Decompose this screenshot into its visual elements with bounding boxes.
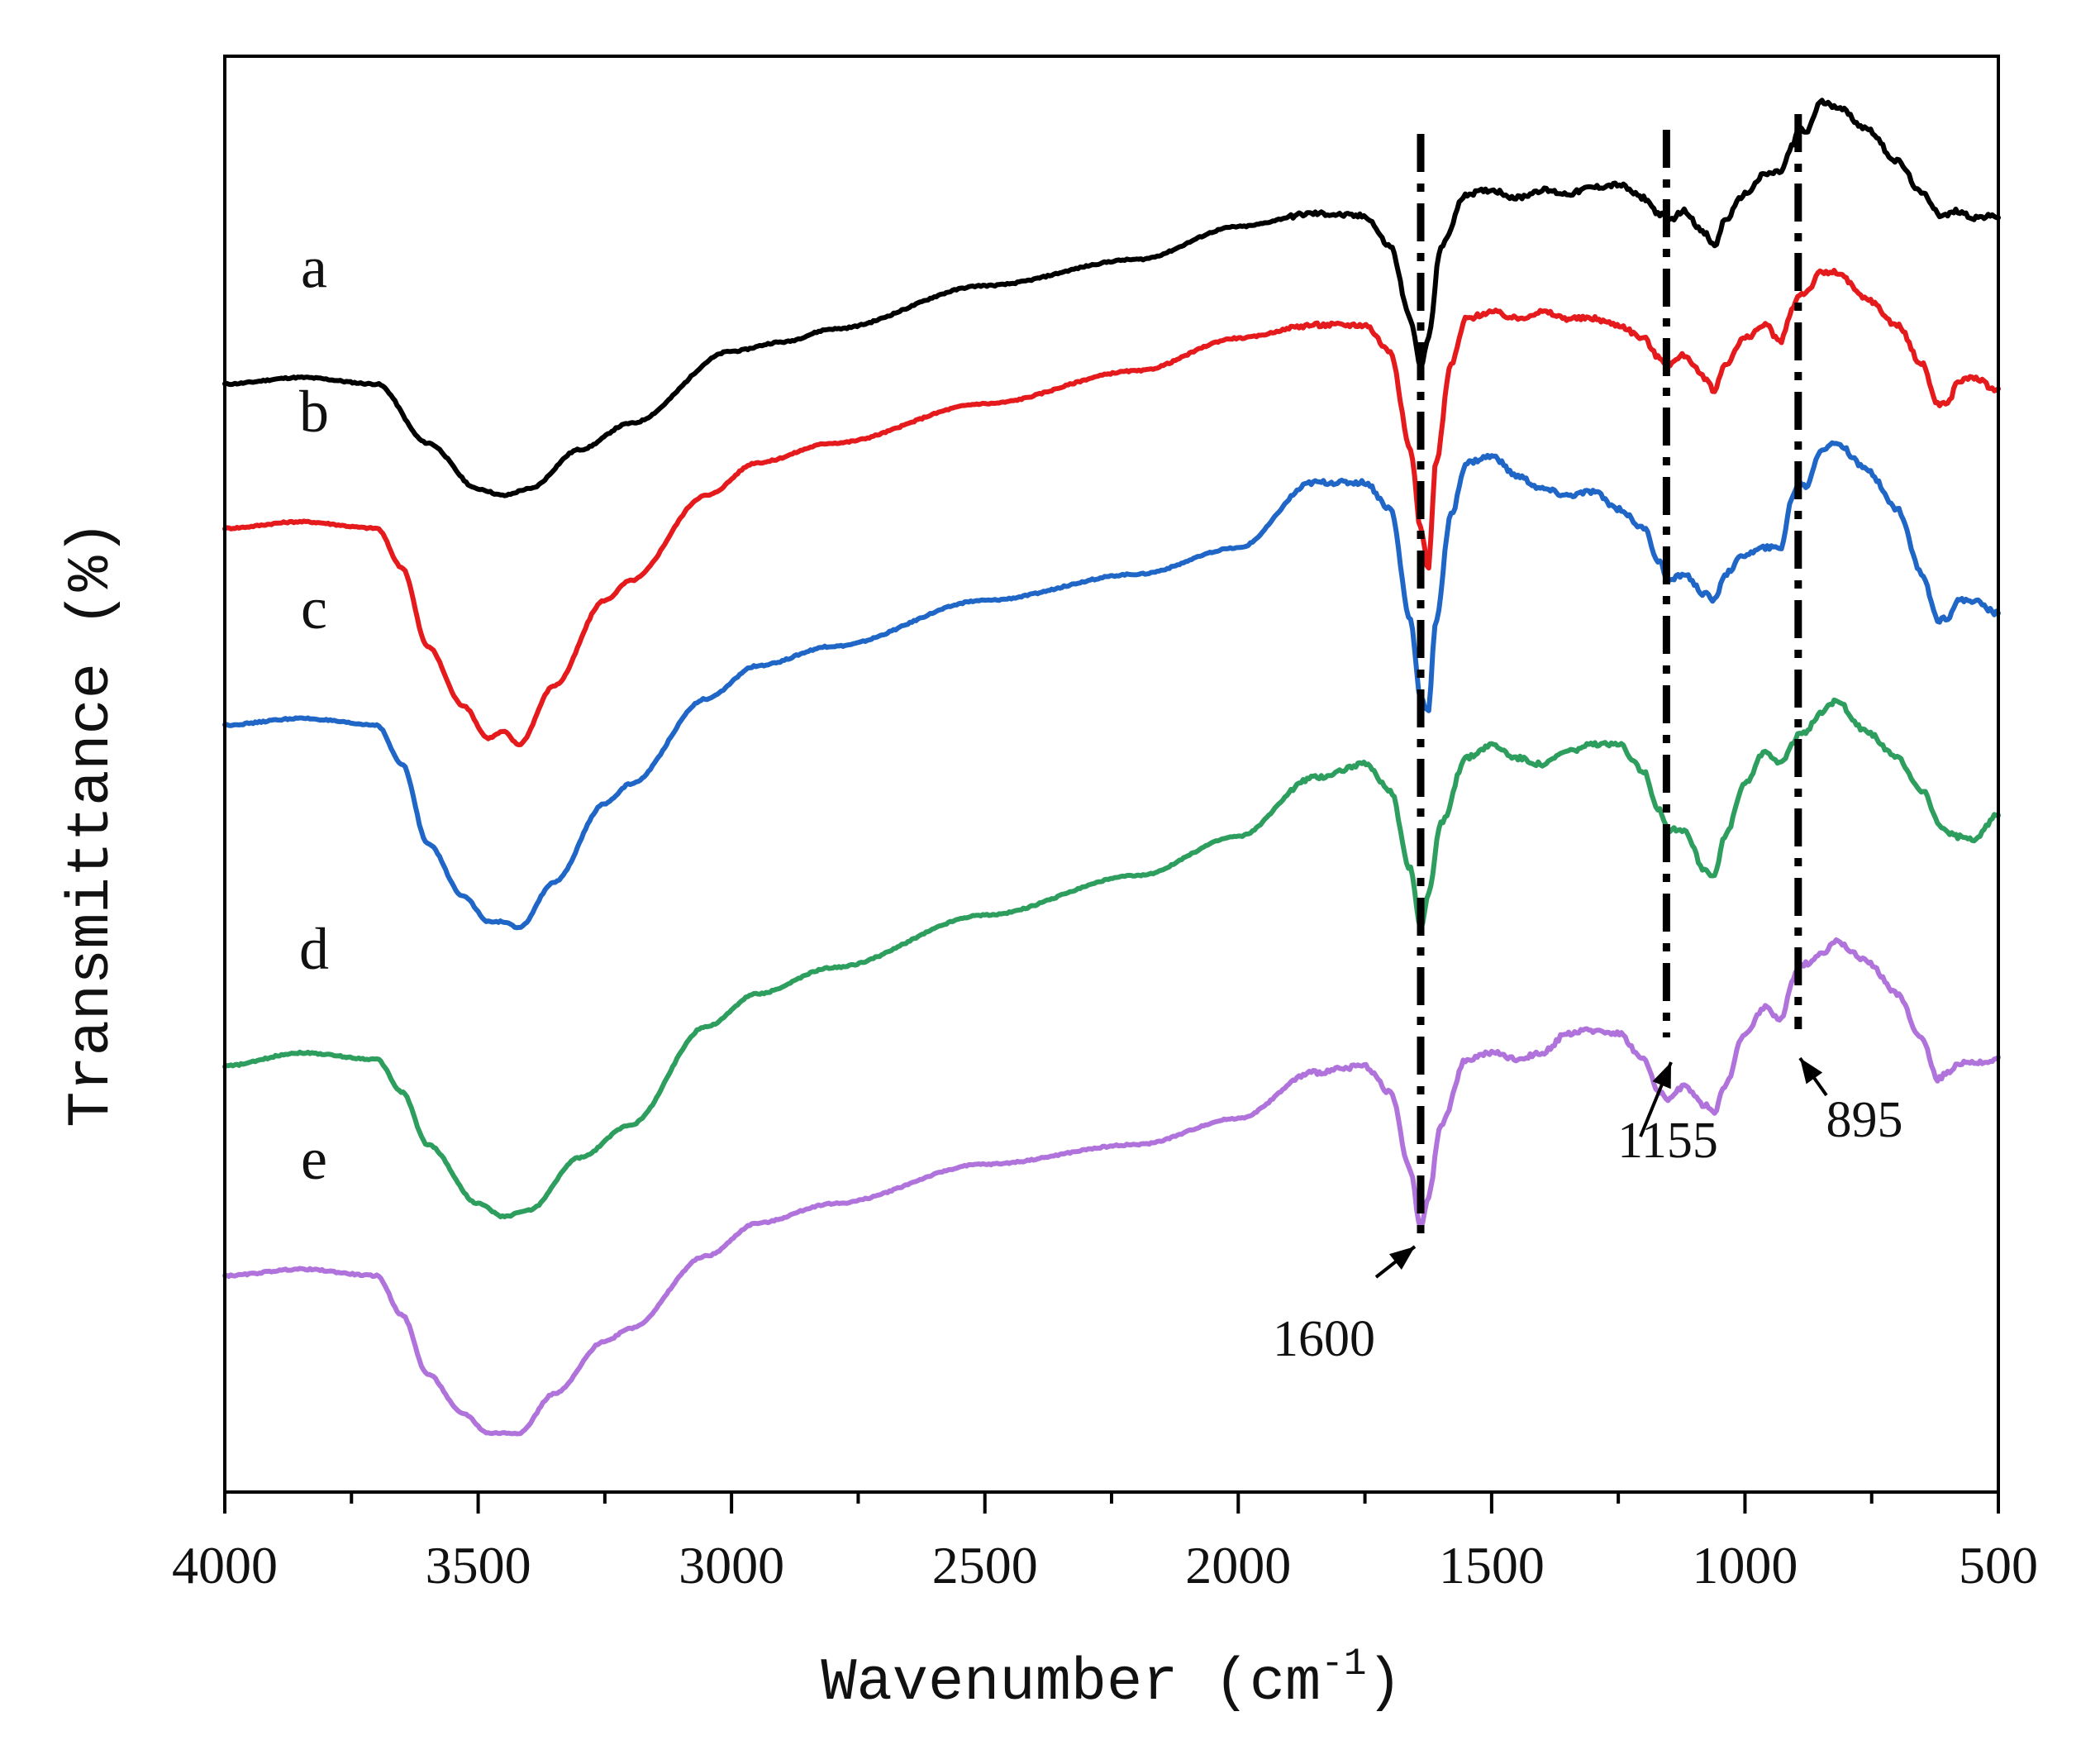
series-labels-group: a b c d e [299, 234, 329, 1192]
x-axis-title-superscript: -1 [1321, 1642, 1366, 1685]
y-axis-title: Transmittance (%) [58, 520, 126, 1128]
plot-frame [223, 55, 2000, 1494]
annotation-label-895: 895 [1826, 1092, 1903, 1148]
annotation-label-1600: 1600 [1273, 1311, 1375, 1367]
x-tick-label: 3500 [426, 1536, 531, 1595]
annotation-arrowhead-1600 [1389, 1247, 1415, 1270]
annotations-group: 1600 1155 895 [1273, 1056, 1903, 1367]
x-axis-title: Wavenumber (cm-1) [821, 1642, 1402, 1717]
annotation-arrowhead-895 [1800, 1058, 1823, 1085]
annotation-arrowhead-1155 [1652, 1062, 1671, 1089]
series-label-d: d [299, 916, 329, 982]
x-tick-label: 4000 [172, 1536, 278, 1595]
x-axis-title-main: Wavenumber (cm [821, 1649, 1321, 1717]
series-label-e: e [301, 1126, 327, 1192]
series-line-d [222, 697, 2001, 1219]
x-tick-label: 1000 [1692, 1536, 1798, 1595]
x-tick-label: 500 [1959, 1536, 2038, 1595]
series-label-c: c [301, 575, 327, 641]
series-label-b: b [299, 379, 329, 445]
x-tick-label: 1500 [1439, 1536, 1545, 1595]
x-tick-label: 2000 [1185, 1536, 1291, 1595]
x-ticks-group [223, 1492, 2000, 1514]
reference-lines-group [1417, 114, 1802, 1240]
series-line-e [222, 937, 2001, 1437]
x-tick-labels-group: 4000 3500 3000 2500 2000 1500 1000 500 [172, 1536, 2038, 1595]
x-tick-label: 3000 [679, 1536, 784, 1595]
x-tick-label: 2500 [932, 1536, 1038, 1595]
x-axis-title-close: ) [1366, 1649, 1402, 1717]
annotation-label-1155: 1155 [1617, 1113, 1718, 1169]
series-group [222, 98, 2001, 1437]
series-line-b [222, 268, 2001, 747]
series-label-a: a [301, 234, 327, 300]
series-line-a [222, 98, 2001, 498]
series-line-c [222, 440, 2001, 931]
